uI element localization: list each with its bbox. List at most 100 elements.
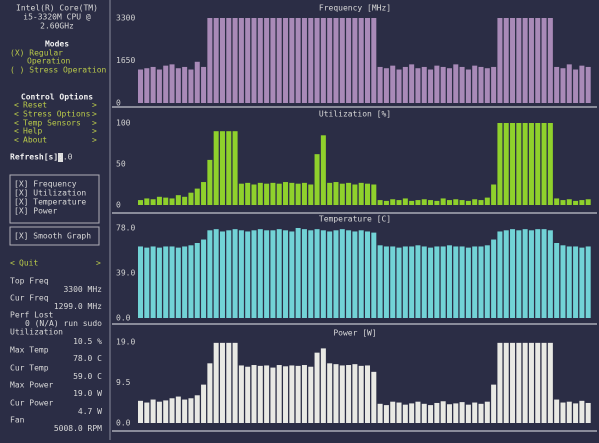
bar (308, 366, 314, 423)
bar (339, 229, 345, 318)
bar (194, 61, 200, 103)
bar (421, 199, 427, 205)
bar (207, 363, 213, 423)
smooth-toggle-box (9, 226, 100, 246)
graph-toggle[interactable]: [X] Temperature (14, 198, 86, 207)
bar (396, 69, 402, 103)
cursor (58, 153, 63, 162)
smooth-toggle[interactable]: [X] Smooth Graph (14, 232, 91, 241)
bar (270, 230, 276, 318)
bar (295, 365, 301, 423)
chart-title: Temperature [C] (319, 215, 391, 224)
y-tick-label: 0.0 (116, 314, 131, 323)
bar (465, 404, 471, 423)
graph-toggle[interactable]: [X] Power (14, 207, 58, 216)
mode-option[interactable]: (X) Regular (10, 49, 63, 58)
bar (365, 183, 371, 205)
bar (585, 199, 591, 205)
stat-value: 5008.0 RPM (54, 424, 102, 433)
bar (257, 18, 263, 103)
bar (270, 182, 276, 205)
bar (560, 200, 566, 205)
bar (497, 342, 503, 423)
bar (245, 231, 251, 318)
bar (188, 192, 194, 205)
bar (440, 401, 446, 423)
y-tick-label: 0.0 (116, 419, 131, 428)
bar (175, 247, 181, 318)
bar (579, 200, 585, 205)
bar (358, 18, 364, 103)
bar (144, 198, 150, 205)
bar (226, 342, 232, 423)
bar (528, 230, 534, 318)
bar (150, 246, 156, 318)
bar (257, 229, 263, 318)
bar (510, 123, 516, 205)
menu-bracket: < (14, 110, 19, 119)
bar (219, 18, 225, 103)
bar (459, 402, 465, 423)
menu-item[interactable]: Reset (23, 101, 47, 110)
bar (238, 18, 244, 103)
quit-button[interactable]: Quit (19, 259, 38, 268)
bar (163, 197, 169, 205)
bar (175, 68, 181, 103)
menu-item[interactable]: About (23, 136, 47, 145)
bar (383, 405, 389, 423)
stat-label: Cur Power (10, 399, 54, 408)
y-tick-label: 0 (116, 201, 121, 210)
bar (421, 246, 427, 318)
bar (201, 384, 207, 423)
bar (169, 64, 175, 103)
bar (554, 399, 560, 423)
bar (232, 131, 238, 205)
stat-label: Fan (10, 416, 25, 425)
mode-option[interactable]: ( ) Stress Operation (10, 66, 107, 75)
bar (283, 182, 289, 205)
bar (371, 371, 377, 423)
bar (226, 230, 232, 318)
graph-toggle[interactable]: [X] Frequency (14, 180, 77, 189)
bar (276, 365, 282, 423)
bar (472, 246, 478, 318)
bar (503, 18, 509, 103)
stat-label: Cur Temp (10, 364, 49, 373)
bar (226, 18, 232, 103)
bar (478, 66, 484, 103)
bar (320, 230, 326, 318)
bar (528, 18, 534, 103)
menu-item[interactable]: Help (23, 127, 42, 136)
bar (547, 230, 553, 318)
cpu-name: i5-3320M CPU @ (23, 13, 91, 22)
stat-label: Perf Lost (10, 311, 54, 320)
menu-bracket: < (14, 136, 19, 145)
bar (522, 342, 528, 423)
bar (465, 200, 471, 205)
bar (478, 246, 484, 318)
bar (503, 342, 509, 423)
bar (163, 400, 169, 423)
bar (346, 230, 352, 318)
bar (251, 18, 257, 103)
menu-item[interactable]: Temp Sensors (23, 119, 81, 128)
graph-toggle[interactable]: [X] Utilization (14, 189, 86, 198)
stat-value: 0 (N/A) run sudo (25, 319, 102, 328)
bar (560, 402, 566, 423)
refresh-value[interactable]: 2.0 (58, 153, 73, 162)
chart-title: Utilization [%] (319, 110, 391, 119)
refresh-label: Refresh[s]: (10, 153, 63, 162)
menu-bracket: < (14, 101, 19, 110)
bar (535, 18, 541, 103)
bar (289, 182, 295, 205)
bar (308, 18, 314, 103)
bar (276, 18, 282, 103)
menu-item[interactable]: Stress Options (23, 110, 91, 119)
bar (478, 200, 484, 205)
bar (377, 245, 383, 318)
bar (421, 66, 427, 103)
bar (415, 401, 421, 423)
bar (308, 184, 314, 205)
bar (459, 200, 465, 205)
bar (346, 182, 352, 205)
